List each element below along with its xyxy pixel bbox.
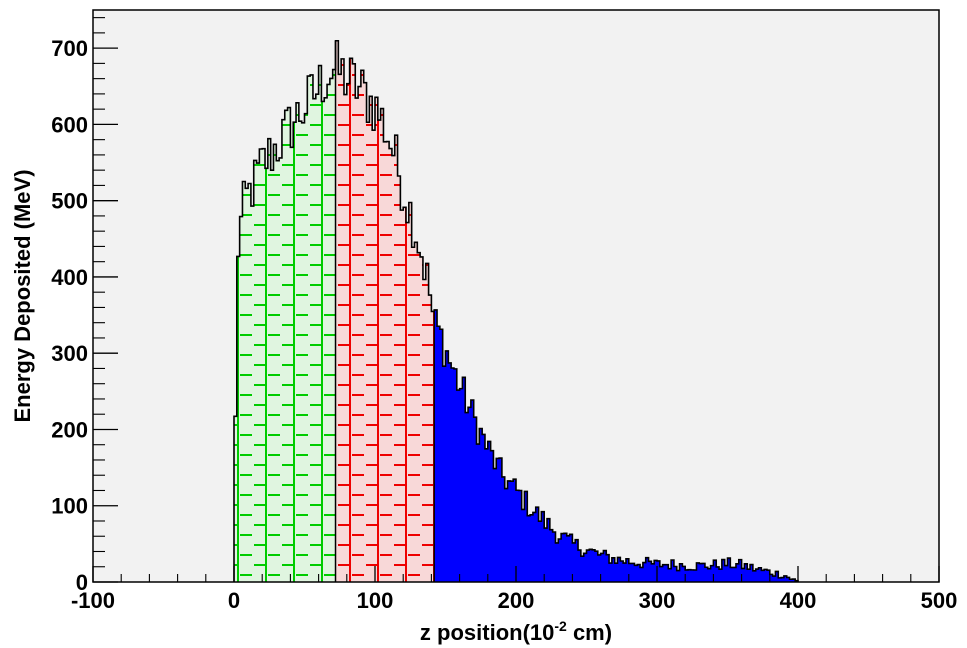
y-tick-label: 500 [51,189,88,214]
region-2-fill [335,40,435,582]
x-tick-label: 100 [357,588,394,613]
y-axis: 0 100 200 300 400 500 600 700 [51,17,118,595]
x-tick-label: 500 [921,588,958,613]
y-tick-label: 0 [76,570,88,595]
x-tick-label: 0 [228,588,240,613]
y-tick-label: 400 [51,265,88,290]
y-tick-label: 100 [51,494,88,519]
histogram-outline-layer [233,39,799,582]
y-tick-label: 200 [51,417,88,442]
x-tick-label: -100 [71,588,115,613]
x-axis: -100 0 100 200 300 400 500 [71,566,957,613]
histogram-outline [233,39,799,582]
x-tick-label: 300 [639,588,676,613]
y-tick-label: 700 [51,36,88,61]
y-axis-title: Energy Deposited (MeV) [10,169,35,422]
x-axis-title: z position(10-2 cm) [420,618,612,645]
region-1-fill [234,65,336,582]
x-tick-label: 200 [498,588,535,613]
y-tick-label: 300 [51,341,88,366]
x-tick-label: 400 [780,588,817,613]
y-tick-label: 600 [51,112,88,137]
region-3-fill [434,309,798,582]
histogram-regions [234,40,798,582]
